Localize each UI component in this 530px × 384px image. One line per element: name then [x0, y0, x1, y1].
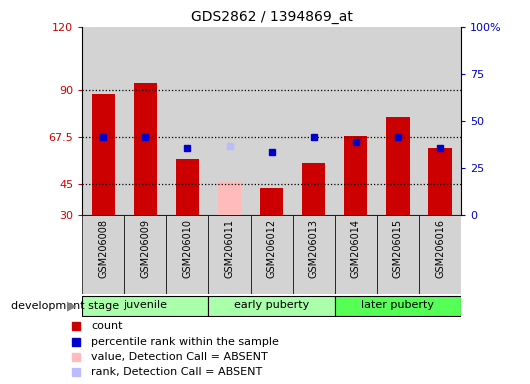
Text: GSM206013: GSM206013	[309, 219, 319, 278]
FancyBboxPatch shape	[293, 215, 335, 294]
Text: later puberty: later puberty	[361, 300, 435, 310]
Bar	[251, 27, 293, 215]
FancyBboxPatch shape	[251, 215, 293, 294]
Text: GSM206016: GSM206016	[435, 219, 445, 278]
Bar	[166, 27, 208, 215]
Bar	[428, 148, 452, 215]
Text: GSM206012: GSM206012	[267, 219, 277, 278]
Bar	[302, 163, 325, 215]
Text: ▶: ▶	[67, 299, 76, 312]
Bar	[92, 94, 115, 215]
FancyBboxPatch shape	[335, 215, 377, 294]
Bar	[386, 117, 410, 215]
Text: percentile rank within the sample: percentile rank within the sample	[91, 337, 279, 347]
Text: count: count	[91, 321, 122, 331]
Bar	[134, 83, 157, 215]
Text: GSM206011: GSM206011	[225, 219, 234, 278]
Text: development stage: development stage	[11, 301, 119, 311]
Text: GSM206009: GSM206009	[140, 219, 151, 278]
FancyBboxPatch shape	[208, 296, 335, 316]
Bar	[344, 136, 367, 215]
FancyBboxPatch shape	[82, 296, 208, 316]
Bar	[176, 159, 199, 215]
Text: early puberty: early puberty	[234, 300, 309, 310]
FancyBboxPatch shape	[377, 215, 419, 294]
Text: rank, Detection Call = ABSENT: rank, Detection Call = ABSENT	[91, 367, 262, 377]
Text: GSM206015: GSM206015	[393, 219, 403, 278]
Text: juvenile: juvenile	[123, 300, 167, 310]
Bar	[293, 27, 335, 215]
Bar	[82, 27, 124, 215]
Bar	[335, 27, 377, 215]
FancyBboxPatch shape	[82, 215, 124, 294]
Text: GSM206008: GSM206008	[98, 219, 108, 278]
FancyBboxPatch shape	[335, 296, 461, 316]
FancyBboxPatch shape	[166, 215, 208, 294]
Bar	[419, 27, 461, 215]
Text: GSM206014: GSM206014	[351, 219, 361, 278]
FancyBboxPatch shape	[419, 215, 461, 294]
Bar	[260, 188, 283, 215]
Text: GSM206010: GSM206010	[182, 219, 192, 278]
FancyBboxPatch shape	[208, 215, 251, 294]
Bar	[124, 27, 166, 215]
FancyBboxPatch shape	[124, 215, 166, 294]
Bar	[218, 182, 241, 215]
Bar	[208, 27, 251, 215]
Bar	[377, 27, 419, 215]
Title: GDS2862 / 1394869_at: GDS2862 / 1394869_at	[191, 10, 352, 25]
Text: value, Detection Call = ABSENT: value, Detection Call = ABSENT	[91, 352, 268, 362]
